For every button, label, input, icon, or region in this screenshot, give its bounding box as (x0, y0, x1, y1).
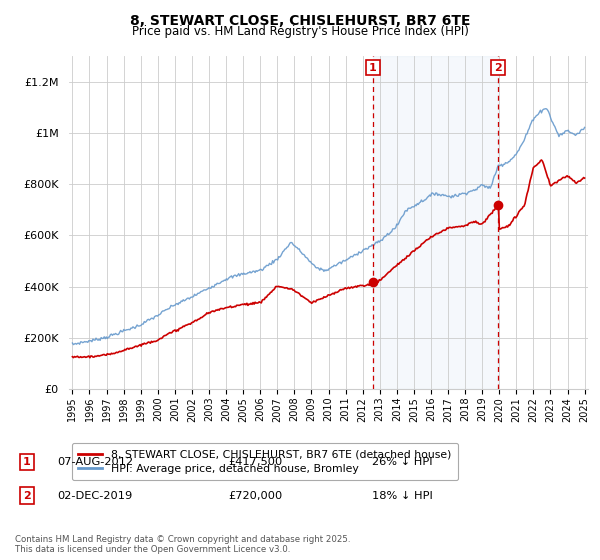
Text: 8, STEWART CLOSE, CHISLEHURST, BR7 6TE: 8, STEWART CLOSE, CHISLEHURST, BR7 6TE (130, 14, 470, 28)
Text: 1: 1 (23, 457, 31, 467)
Legend: 8, STEWART CLOSE, CHISLEHURST, BR7 6TE (detached house), HPI: Average price, det: 8, STEWART CLOSE, CHISLEHURST, BR7 6TE (… (72, 443, 458, 480)
Text: 1: 1 (369, 63, 377, 73)
Text: 2: 2 (494, 63, 502, 73)
Text: 26% ↓ HPI: 26% ↓ HPI (372, 457, 433, 467)
Text: £417,500: £417,500 (228, 457, 282, 467)
Text: Contains HM Land Registry data © Crown copyright and database right 2025.
This d: Contains HM Land Registry data © Crown c… (15, 535, 350, 554)
Text: 07-AUG-2012: 07-AUG-2012 (57, 457, 133, 467)
Text: 2: 2 (23, 491, 31, 501)
Text: Price paid vs. HM Land Registry's House Price Index (HPI): Price paid vs. HM Land Registry's House … (131, 25, 469, 38)
Text: 18% ↓ HPI: 18% ↓ HPI (372, 491, 433, 501)
Text: £720,000: £720,000 (228, 491, 282, 501)
Bar (373, 56, 498, 389)
Text: 02-DEC-2019: 02-DEC-2019 (57, 491, 132, 501)
